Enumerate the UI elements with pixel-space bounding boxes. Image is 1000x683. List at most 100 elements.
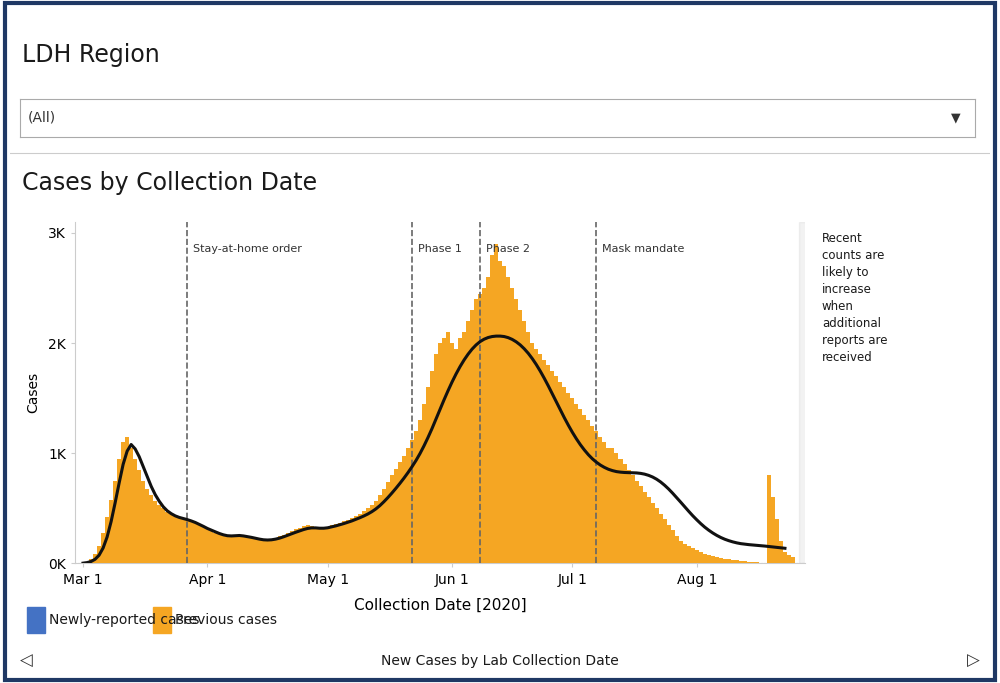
Bar (97, 546, 101, 563)
Bar (687, 546, 691, 563)
Bar (422, 404, 426, 563)
Bar (290, 531, 294, 563)
Bar (502, 266, 506, 563)
Bar (346, 520, 350, 563)
Bar (775, 519, 779, 563)
Bar (294, 529, 298, 563)
Text: Recent
counts are
likely to
increase
when
additional
reports are
received: Recent counts are likely to increase whe… (822, 232, 888, 364)
Bar (310, 526, 314, 563)
Bar (189, 520, 193, 563)
Bar (518, 310, 522, 563)
Bar (602, 443, 606, 563)
Bar (141, 481, 145, 563)
Bar (302, 526, 306, 563)
Bar (410, 440, 414, 563)
Bar (791, 557, 795, 563)
Bar (647, 497, 651, 563)
Bar (542, 360, 546, 563)
Bar (506, 277, 510, 563)
Bar (406, 448, 410, 563)
Bar (27, 607, 44, 633)
Bar (631, 475, 635, 563)
Bar (362, 511, 366, 563)
Bar (478, 294, 482, 563)
Bar (125, 437, 129, 563)
Bar (566, 393, 570, 563)
Bar (530, 343, 534, 563)
Bar (510, 288, 514, 563)
Bar (534, 348, 538, 563)
Bar (270, 540, 274, 563)
Bar (185, 519, 189, 563)
Bar (370, 505, 374, 563)
Bar (663, 519, 667, 563)
Bar (314, 528, 318, 563)
Bar (145, 488, 149, 563)
Bar (430, 371, 434, 563)
Bar (514, 299, 518, 563)
Bar (703, 553, 707, 563)
Bar (153, 501, 157, 563)
Bar (133, 459, 137, 563)
Bar (655, 508, 659, 563)
Bar (221, 535, 225, 563)
Bar (129, 448, 133, 563)
Bar (743, 561, 747, 563)
Bar (225, 536, 229, 563)
Bar (614, 454, 618, 563)
Bar (326, 527, 330, 563)
Bar (442, 337, 446, 563)
Bar (554, 376, 558, 563)
Bar (338, 522, 342, 563)
Text: ▼: ▼ (951, 111, 961, 124)
Bar (767, 475, 771, 563)
Text: Previous cases: Previous cases (175, 613, 277, 627)
Text: (All): (All) (28, 111, 56, 125)
Bar (266, 540, 270, 563)
Bar (418, 420, 422, 563)
Bar (358, 514, 362, 563)
Bar (683, 544, 687, 563)
Bar (715, 557, 719, 563)
Bar (402, 456, 406, 563)
Bar (787, 555, 791, 563)
Text: Phase 1: Phase 1 (418, 244, 462, 254)
Bar (398, 462, 402, 563)
Bar (570, 398, 574, 563)
Bar (101, 533, 105, 563)
Bar (153, 607, 170, 633)
Bar (378, 495, 382, 563)
Bar (177, 517, 181, 563)
Bar (241, 536, 245, 563)
Bar (755, 562, 759, 563)
Bar (486, 277, 490, 563)
Bar (659, 514, 663, 563)
Bar (639, 486, 643, 563)
Bar (282, 535, 286, 563)
Bar (731, 559, 735, 563)
Bar (679, 542, 683, 563)
Text: Stay-at-home order: Stay-at-home order (193, 244, 302, 254)
Bar (482, 288, 486, 563)
Bar (498, 260, 502, 563)
Bar (466, 321, 470, 563)
Text: ◁: ◁ (20, 652, 33, 670)
Bar (723, 559, 727, 563)
Bar (374, 501, 378, 563)
Bar (490, 255, 494, 563)
Bar (586, 420, 590, 563)
Bar (538, 354, 542, 563)
Bar (382, 488, 386, 563)
Bar (470, 310, 474, 563)
Bar (606, 448, 610, 563)
Bar (414, 431, 418, 563)
Bar (113, 481, 117, 563)
Bar (675, 536, 679, 563)
Bar (149, 495, 153, 563)
Bar (253, 539, 258, 563)
Bar (622, 464, 627, 563)
Bar (334, 524, 338, 563)
Bar (262, 540, 266, 563)
Bar (93, 553, 97, 563)
Bar (454, 348, 458, 563)
